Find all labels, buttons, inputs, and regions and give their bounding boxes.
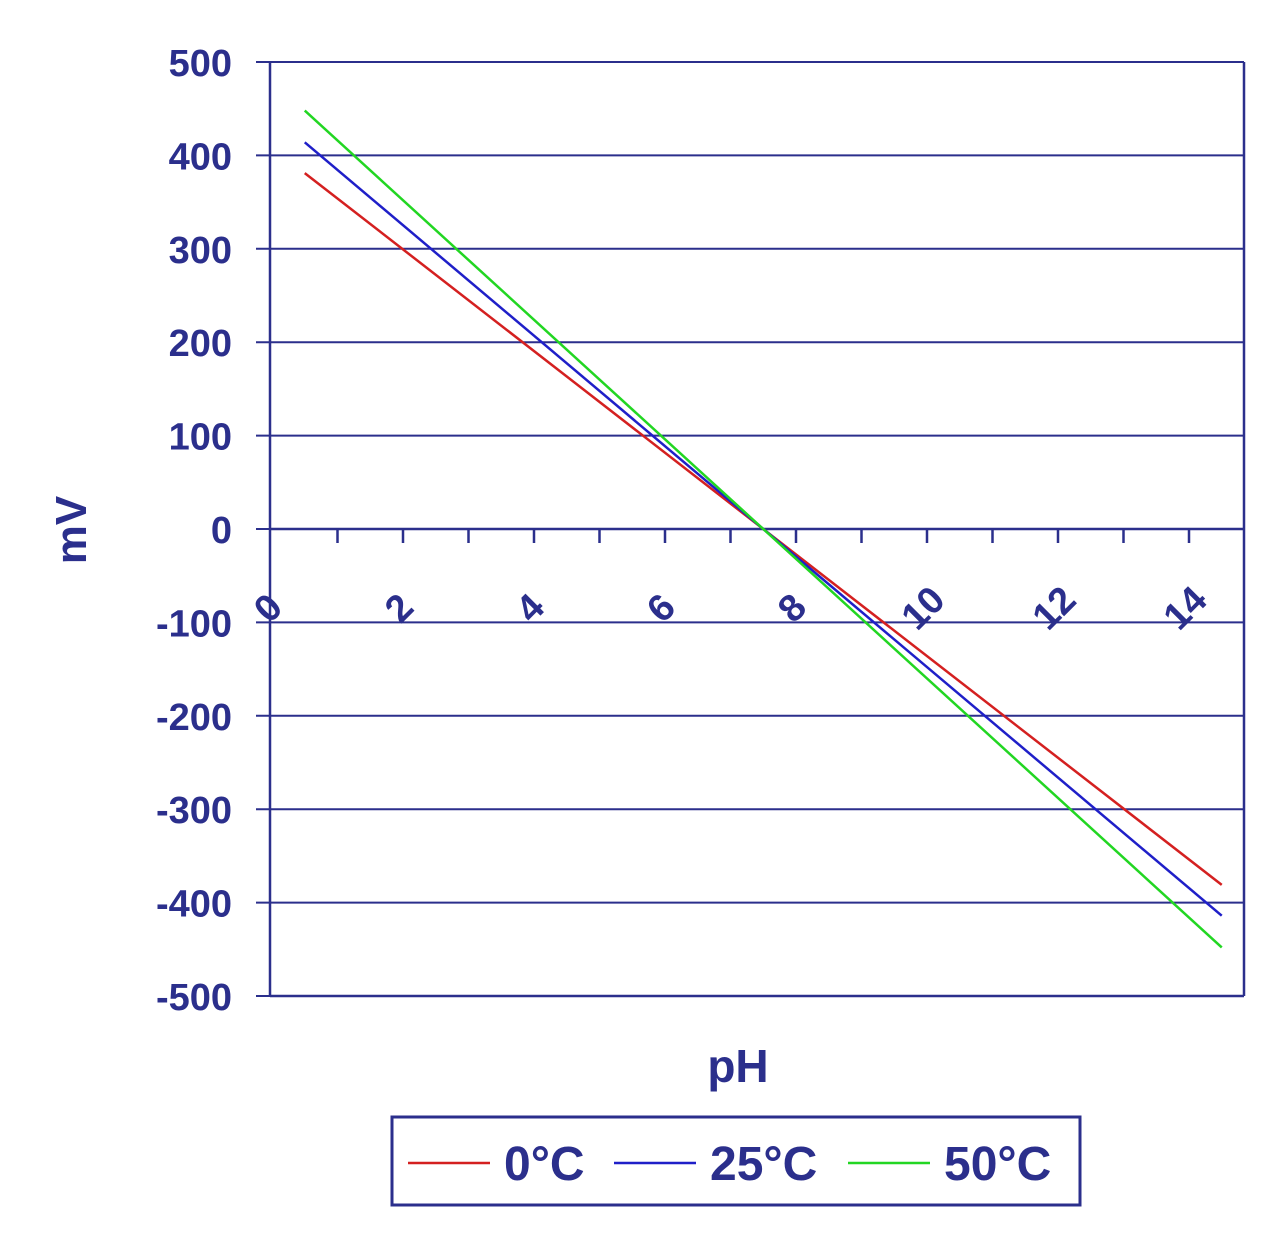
series-line: [303, 109, 1223, 949]
x-tick-label: 4: [508, 586, 553, 631]
x-tick-label: 12: [1025, 579, 1085, 639]
y-tick-label: 400: [169, 136, 232, 178]
tick-labels: 500 400 300 200 100 0 -100 -200 -300 -400 -500 0 2 4 6…: [156, 43, 1215, 1019]
legend-label: 25°C: [710, 1138, 817, 1191]
x-axis-label: pH: [707, 1040, 768, 1092]
y-tick-label: -300: [156, 790, 232, 832]
x-tick-label: 6: [639, 586, 684, 631]
x-tick-label: 10: [894, 579, 954, 639]
y-tick-label: -100: [156, 603, 232, 645]
y-tick-label: 300: [169, 230, 232, 272]
y-tick-label: 0: [211, 510, 232, 552]
y-tick-label: 100: [169, 417, 232, 459]
x-tick-label: 14: [1156, 579, 1216, 639]
x-tick-label: 8: [770, 586, 815, 631]
y-tick-label: 500: [169, 43, 232, 85]
y-axis-label: mV: [47, 495, 96, 564]
legend-label: 50°C: [944, 1138, 1051, 1191]
series-lines: [303, 109, 1223, 949]
x-tick-label: 2: [377, 586, 422, 631]
axes: [268, 62, 1246, 998]
y-tick-label: -200: [156, 697, 232, 739]
legend-box: [390, 1115, 1082, 1207]
legend-label: 0°C: [504, 1138, 585, 1191]
y-tick-label: -500: [156, 977, 232, 1019]
y-tick-label: 200: [169, 323, 232, 365]
x-tick-label: 0: [246, 586, 291, 631]
legend: 0°C 25°C 50°C: [390, 1115, 1082, 1207]
y-tick-label: -400: [156, 884, 232, 926]
